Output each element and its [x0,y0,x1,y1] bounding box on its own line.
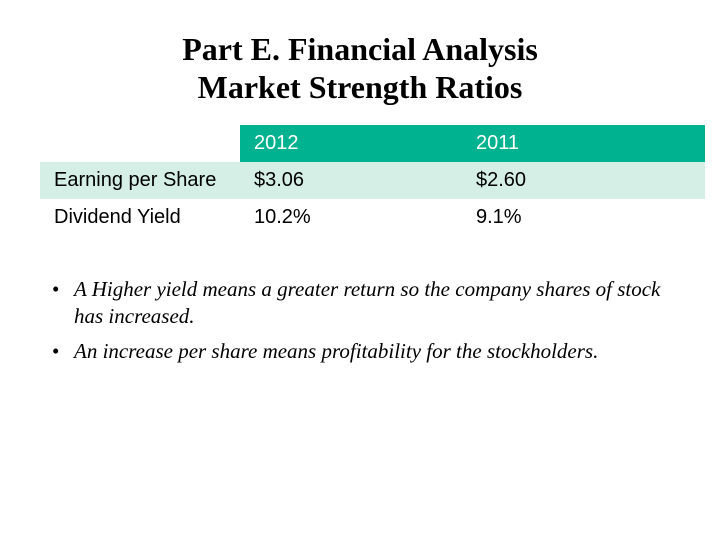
table-header-2011: 2011 [462,125,705,162]
ratios-table: 2012 2011 Earning per Share $3.06 $2.60 … [40,125,705,236]
table-row: Dividend Yield 10.2% 9.1% [40,199,705,236]
table-header-row: 2012 2011 [40,125,705,162]
table-cell-value: $3.06 [240,162,462,199]
title-line-1: Part E. Financial Analysis [40,30,680,68]
bullet-item: A Higher yield means a greater return so… [74,276,680,330]
bullet-list: A Higher yield means a greater return so… [40,276,680,365]
slide-container: Part E. Financial Analysis Market Streng… [0,0,720,540]
table-cell-label: Earning per Share [40,162,240,199]
table-row: Earning per Share $3.06 $2.60 [40,162,705,199]
title-line-2: Market Strength Ratios [40,68,680,106]
table-cell-value: 9.1% [462,199,705,236]
table-header-2012: 2012 [240,125,462,162]
slide-title: Part E. Financial Analysis Market Streng… [40,30,680,107]
table-cell-value: 10.2% [240,199,462,236]
bullet-item: An increase per share means profitabilit… [74,338,680,365]
table-header-blank [40,125,240,162]
table-cell-label: Dividend Yield [40,199,240,236]
table-cell-value: $2.60 [462,162,705,199]
